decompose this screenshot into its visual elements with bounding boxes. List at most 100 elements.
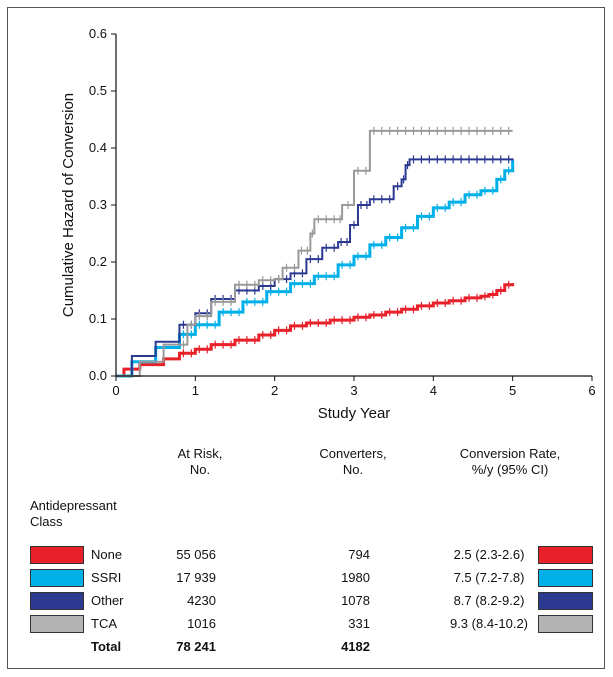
censor-mark-ssri (386, 233, 393, 242)
censor-mark-none (243, 336, 250, 345)
censor-mark-none (259, 330, 266, 339)
table-row-total: Total 78 241 4182 (0, 638, 613, 656)
censor-mark-ssri (299, 279, 306, 288)
censor-mark-tca (315, 215, 322, 224)
censor-mark-none (323, 318, 330, 327)
censor-mark-other (400, 175, 407, 184)
censor-mark-other (505, 155, 512, 164)
censor-mark-none (307, 318, 314, 327)
censor-mark-ssri (212, 320, 219, 329)
censor-mark-other (426, 155, 433, 164)
censor-mark-tca (489, 126, 496, 135)
row-rate: 9.3 (8.4-10.2) (449, 616, 529, 631)
tick-layer: 0 1 2 3 4 5 6 0.0 0.1 0.2 0.3 0.4 0.5 0.6 (89, 26, 596, 398)
censor-mark-other (363, 201, 370, 209)
censor-mark-none (188, 349, 195, 358)
series-line-tca (116, 129, 513, 377)
censor-mark-ssri (466, 190, 473, 199)
censor-mark-other (434, 155, 441, 164)
censor-mark-tca (180, 340, 187, 349)
censor-mark-none (450, 296, 457, 305)
censor-mark-other (404, 161, 411, 170)
censor-mark-ssri (505, 166, 512, 175)
censor-mark-other (481, 155, 488, 164)
swatch-left-tca (30, 615, 84, 633)
censor-mark-ssri (497, 175, 504, 184)
censor-mark-tca (331, 215, 338, 224)
censor-mark-ssri (426, 212, 433, 221)
censor-mark-other (418, 155, 425, 164)
censor-mark-ssri (275, 287, 282, 296)
censor-mark-other (299, 269, 306, 278)
censor-mark-ssri (323, 272, 330, 281)
censor-mark-none (418, 301, 425, 310)
censor-mark-other (466, 155, 473, 164)
censor-mark-tca (204, 312, 211, 321)
censor-mark-none (458, 296, 465, 305)
censor-mark-tca (458, 126, 465, 135)
censor-mark-ssri (259, 297, 266, 306)
censor-mark-none (489, 290, 496, 299)
censor-mark-tca (426, 126, 433, 135)
censor-mark-ssri (235, 308, 242, 317)
row-at-risk: 55 056 (176, 547, 216, 562)
censor-mark-ssri (228, 308, 235, 317)
table-row-none: None 55 056 794 2.5 (2.3-2.6) (0, 546, 613, 564)
row-rate: 7.5 (7.2-7.8) (453, 570, 525, 585)
swatch-left-none (30, 546, 84, 564)
censor-mark-tca (434, 126, 441, 135)
censor-mark-other (442, 155, 449, 164)
y-tick-label: 0.3 (89, 197, 107, 212)
row-converters: 331 (348, 616, 370, 631)
censor-mark-ssri (204, 320, 211, 329)
censor-mark-none (402, 305, 409, 314)
censor-mark-tca (442, 126, 449, 135)
header-rate-line1: Conversion Rate, (459, 446, 561, 461)
row-label: SSRI (91, 570, 122, 585)
censor-mark-other (386, 195, 393, 204)
censor-mark-tca (402, 126, 409, 135)
censor-mark-tca (275, 275, 282, 284)
censor-mark-none (347, 316, 354, 325)
censor-mark-none (299, 321, 306, 330)
censor-mark-ssri (251, 297, 258, 306)
censor-mark-tca (267, 276, 274, 285)
censor-mark-tca (220, 297, 227, 306)
swatch-right-none (538, 546, 593, 564)
swatch-right-tca (538, 615, 593, 633)
censor-mark-ssri (489, 186, 496, 195)
row-label: TCA (91, 616, 117, 631)
censor-mark-ssri (473, 190, 480, 199)
censor-mark-none (370, 311, 377, 320)
censor-mark-tca (228, 297, 235, 306)
censor-mark-tca (466, 126, 473, 135)
censor-mark-none (275, 326, 282, 335)
censor-mark-other (410, 155, 417, 164)
censor-mark-ssri (307, 279, 314, 288)
header-converters-line2: No. (342, 462, 364, 477)
table-row-tca: TCA 1016 331 9.3 (8.4-10.2) (0, 615, 613, 633)
censor-mark-none (180, 349, 187, 358)
censor-mark-other (315, 255, 322, 264)
y-tick-label: 0.4 (89, 140, 107, 155)
x-tick-label: 0 (112, 383, 119, 398)
row-at-risk: 17 939 (176, 570, 216, 585)
censor-mark-tca (304, 246, 311, 255)
censor-mark-other (307, 255, 314, 264)
series-line-other (116, 158, 514, 377)
censor-mark-other (489, 155, 496, 164)
censor-mark-tca (386, 126, 393, 135)
censor-mark-other (344, 238, 351, 247)
censor-mark-none (386, 308, 393, 317)
censor-mark-tca (481, 126, 488, 135)
censor-mark-none (331, 316, 338, 325)
censor-mark-ssri (434, 203, 441, 212)
censor-mark-other (370, 195, 377, 204)
censor-mark-other (450, 155, 457, 164)
swatch-left-other (30, 592, 84, 610)
censor-mark-other (323, 243, 330, 252)
class-label-line2: Class (30, 514, 63, 529)
censor-mark-tca (378, 126, 385, 135)
x-tick-label: 6 (588, 383, 595, 398)
censor-mark-ssri (196, 320, 203, 329)
